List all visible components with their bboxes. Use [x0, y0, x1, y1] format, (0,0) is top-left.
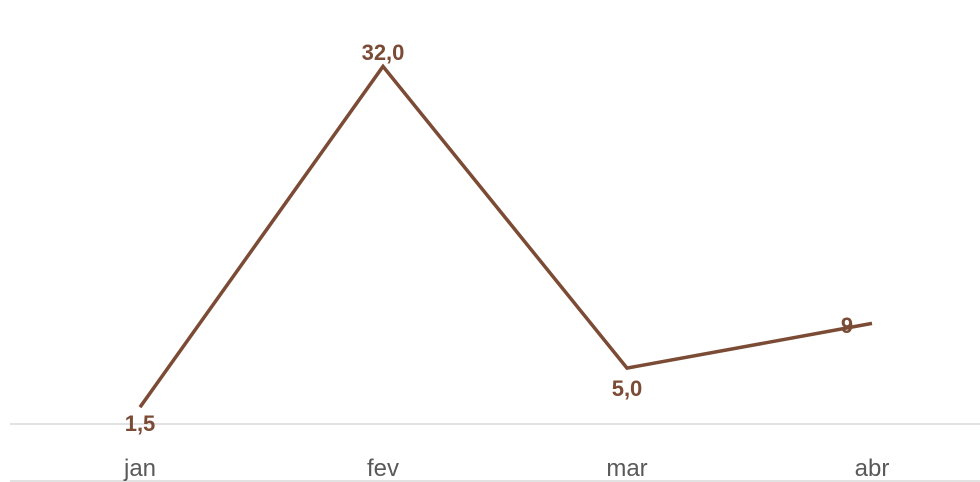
x-tick-label-mar: mar: [606, 455, 647, 482]
x-tick-label-fev: fev: [367, 455, 399, 482]
x-tick-label-jan: jan: [123, 455, 156, 482]
data-label-mar: 5,0: [612, 376, 643, 401]
data-label-fev: 32,0: [362, 40, 405, 65]
data-labels: 1,5 32,0 5,0 9: [125, 40, 853, 436]
x-tick-labels: jan fev mar abr: [123, 455, 889, 482]
data-label-jan: 1,5: [125, 411, 156, 436]
series-line: [138, 63, 873, 409]
x-tick-label-abr: abr: [855, 455, 890, 482]
data-label-abr: 9: [841, 313, 853, 338]
